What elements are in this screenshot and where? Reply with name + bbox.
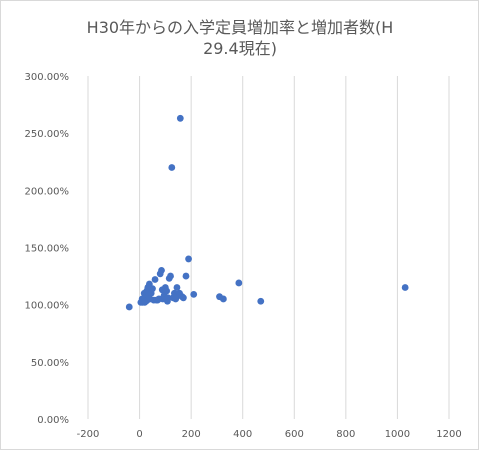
data-point — [168, 164, 176, 171]
x-tick-label: 0 — [136, 429, 142, 440]
chart-title-line-2: 29.4現在) — [203, 39, 277, 58]
data-point — [173, 284, 181, 291]
x-tick-label: 1200 — [436, 429, 461, 440]
y-tick-label: 250.00% — [25, 129, 70, 140]
data-point — [401, 284, 409, 291]
axis-layer: -200 0 200 400 600 800 1000 1200 0.00% 50.00% 100.… — [25, 72, 462, 440]
data-point — [167, 272, 174, 280]
data-point — [151, 276, 159, 283]
data-point — [164, 294, 172, 302]
data-point — [182, 272, 190, 280]
y-tick-label: 300.00% — [25, 72, 70, 83]
x-tick-label: 600 — [285, 429, 304, 440]
data-point — [158, 266, 165, 274]
data-point — [257, 297, 265, 305]
data-point — [235, 279, 243, 287]
x-tick-label: 200 — [182, 429, 201, 440]
data-point — [125, 303, 133, 311]
data-point — [180, 294, 187, 302]
grid-layer — [87, 76, 450, 419]
y-tick-label: 200.00% — [25, 186, 70, 197]
x-tick-label: 1000 — [385, 429, 410, 440]
data-point — [163, 287, 171, 295]
data-point — [185, 255, 192, 263]
data-point — [149, 285, 156, 293]
data-point — [176, 114, 184, 122]
y-tick-label: 100.00% — [25, 301, 70, 312]
x-tick-label: 800 — [336, 429, 355, 440]
y-tick-label: 0.00% — [37, 415, 69, 426]
data-points — [125, 114, 409, 311]
x-tick-label: 400 — [233, 429, 252, 440]
y-tick-label: 150.00% — [25, 244, 70, 255]
y-tick-label: 50.00% — [31, 358, 69, 369]
x-tick-label: -200 — [77, 429, 100, 440]
data-point — [219, 295, 227, 303]
data-point — [190, 290, 198, 298]
chart-title-line-1: H30年からの入学定員増加率と増加者数(H — [87, 18, 394, 37]
